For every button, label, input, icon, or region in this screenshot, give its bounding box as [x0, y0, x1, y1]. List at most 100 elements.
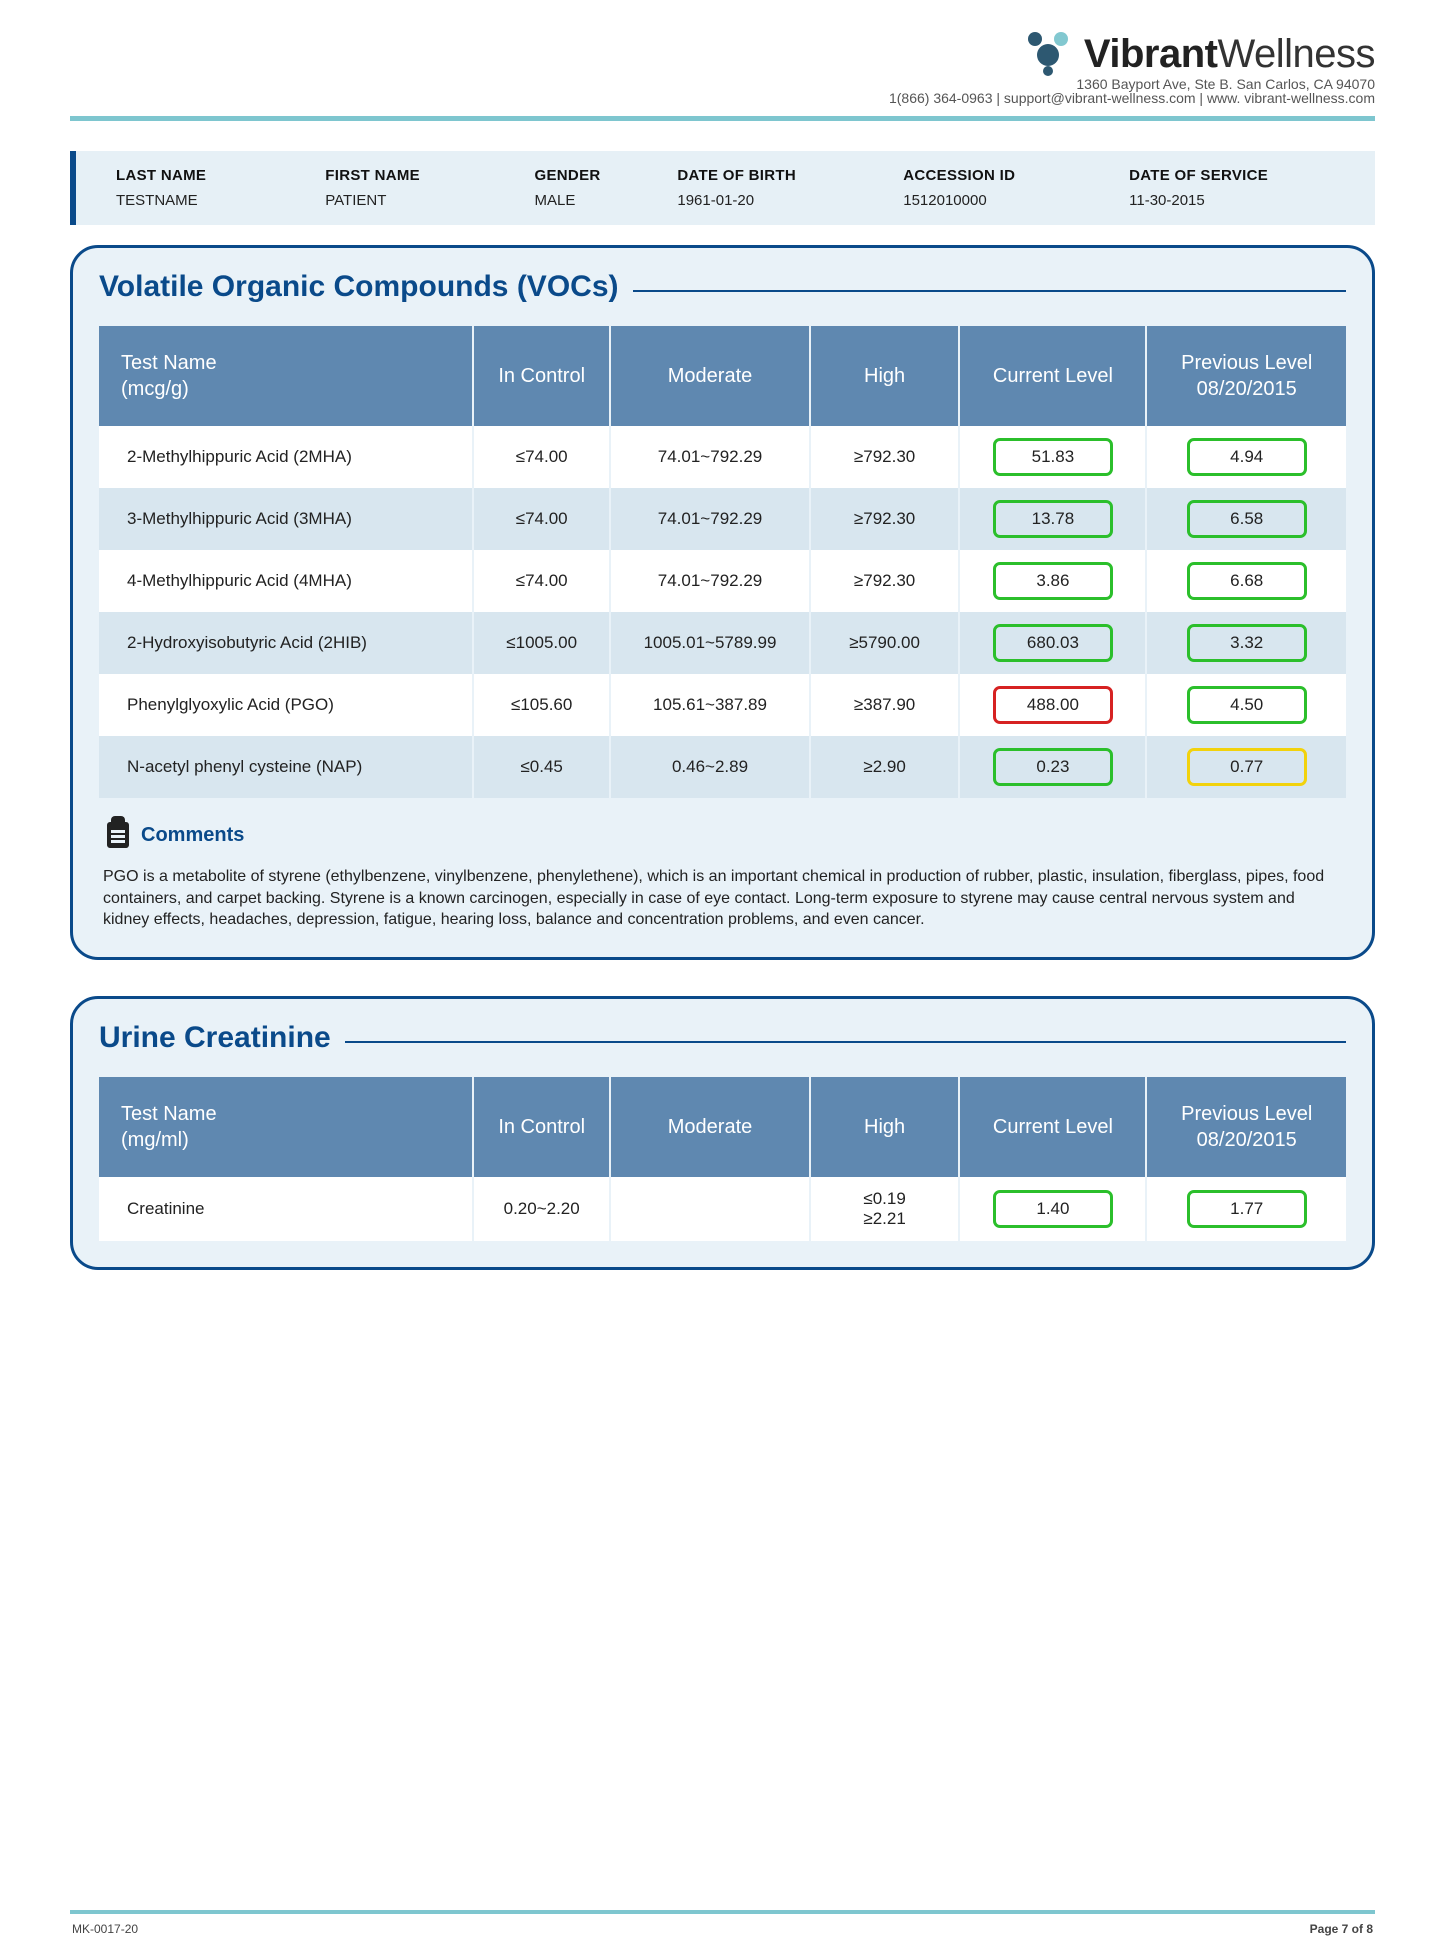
cell-test-name: 2-Methylhippuric Acid (2MHA) — [99, 426, 473, 488]
cell-high: ≥792.30 — [810, 426, 960, 488]
cell-previous: 0.77 — [1146, 736, 1346, 798]
cell-test-name: 4-Methylhippuric Acid (4MHA) — [99, 550, 473, 612]
cell-current: 680.03 — [959, 612, 1146, 674]
report-header: VibrantWellness 1360 Bayport Ave, Ste B.… — [70, 30, 1375, 112]
logo-icon — [1022, 30, 1074, 78]
brand-name: VibrantWellness — [1084, 32, 1375, 77]
value-accession: 1512010000 — [903, 192, 1119, 209]
cell-previous: 6.58 — [1146, 488, 1346, 550]
cell-in-control: 0.20~2.20 — [473, 1177, 610, 1241]
table-row: Phenylglyoxylic Acid (PGO)≤105.60105.61~… — [99, 674, 1346, 736]
label-dos: DATE OF SERVICE — [1129, 167, 1345, 184]
cell-moderate: 105.61~387.89 — [610, 674, 810, 736]
cell-high: ≥5790.00 — [810, 612, 960, 674]
current-level-box: 488.00 — [993, 686, 1113, 724]
comments-text: PGO is a metabolite of styrene (ethylben… — [99, 866, 1346, 931]
th-moderate: Moderate — [610, 326, 810, 426]
comments-header: Comments — [107, 822, 1346, 848]
previous-level-box: 1.77 — [1187, 1190, 1307, 1228]
cell-moderate: 74.01~792.29 — [610, 550, 810, 612]
current-level-box: 0.23 — [993, 748, 1113, 786]
cell-moderate — [610, 1177, 810, 1241]
label-last-name: LAST NAME — [116, 167, 315, 184]
th-moderate: Moderate — [610, 1077, 810, 1177]
th-in-control: In Control — [473, 326, 610, 426]
label-gender: GENDER — [535, 167, 668, 184]
cell-high: ≥2.90 — [810, 736, 960, 798]
table-row: 2-Hydroxyisobutyric Acid (2HIB)≤1005.001… — [99, 612, 1346, 674]
cell-in-control: ≤74.00 — [473, 550, 610, 612]
cell-test-name: Creatinine — [99, 1177, 473, 1241]
cell-high: ≥792.30 — [810, 488, 960, 550]
cell-in-control: ≤74.00 — [473, 488, 610, 550]
table-row: 3-Methylhippuric Acid (3MHA)≤74.0074.01~… — [99, 488, 1346, 550]
cell-previous: 4.50 — [1146, 674, 1346, 736]
cell-high: ≥792.30 — [810, 550, 960, 612]
table-row: 4-Methylhippuric Acid (4MHA)≤74.0074.01~… — [99, 550, 1346, 612]
value-gender: MALE — [535, 192, 668, 209]
creatinine-panel-title: Urine Creatinine — [99, 1021, 331, 1055]
value-first-name: PATIENT — [325, 192, 524, 209]
voc-panel-title: Volatile Organic Compounds (VOCs) — [99, 270, 619, 304]
previous-level-box: 4.50 — [1187, 686, 1307, 724]
cell-test-name: N-acetyl phenyl cysteine (NAP) — [99, 736, 473, 798]
cell-current: 51.83 — [959, 426, 1146, 488]
th-current: Current Level — [959, 326, 1146, 426]
label-first-name: FIRST NAME — [325, 167, 524, 184]
patient-info-bar: LAST NAME TESTNAME FIRST NAME PATIENT GEND… — [70, 151, 1375, 225]
th-high: High — [810, 326, 960, 426]
table-row: N-acetyl phenyl cysteine (NAP)≤0.450.46~… — [99, 736, 1346, 798]
header-rule — [70, 116, 1375, 121]
value-dob: 1961-01-20 — [677, 192, 893, 209]
cell-previous: 1.77 — [1146, 1177, 1346, 1241]
th-test-name: Test Name (mg/ml) — [99, 1077, 473, 1177]
creatinine-panel: Urine Creatinine Test Name (mg/ml) In Co… — [70, 996, 1375, 1270]
current-level-box: 51.83 — [993, 438, 1113, 476]
title-rule — [633, 290, 1347, 292]
cell-test-name: Phenylglyoxylic Acid (PGO) — [99, 674, 473, 736]
creatinine-table: Test Name (mg/ml) In Control Moderate Hi… — [99, 1077, 1346, 1241]
brand-block: VibrantWellness 1360 Bayport Ave, Ste B.… — [889, 30, 1375, 106]
cell-current: 488.00 — [959, 674, 1146, 736]
comments-label: Comments — [141, 824, 244, 847]
footer: MK-0017-20 Page 7 of 8 — [70, 1914, 1375, 1936]
cell-high: ≤0.19 ≥2.21 — [810, 1177, 960, 1241]
label-dob: DATE OF BIRTH — [677, 167, 893, 184]
th-previous: Previous Level 08/20/2015 — [1146, 326, 1346, 426]
cell-test-name: 3-Methylhippuric Acid (3MHA) — [99, 488, 473, 550]
footer-page: Page 7 of 8 — [1310, 1922, 1373, 1936]
th-in-control: In Control — [473, 1077, 610, 1177]
label-accession: ACCESSION ID — [903, 167, 1119, 184]
cell-previous: 6.68 — [1146, 550, 1346, 612]
current-level-box: 3.86 — [993, 562, 1113, 600]
value-last-name: TESTNAME — [116, 192, 315, 209]
cell-in-control: ≤1005.00 — [473, 612, 610, 674]
cell-current: 1.40 — [959, 1177, 1146, 1241]
cell-moderate: 0.46~2.89 — [610, 736, 810, 798]
th-previous: Previous Level 08/20/2015 — [1146, 1077, 1346, 1177]
creatinine-tbody: Creatinine0.20~2.20 ≤0.19 ≥2.211.40 1.77 — [99, 1177, 1346, 1241]
cell-in-control: ≤74.00 — [473, 426, 610, 488]
cell-moderate: 1005.01~5789.99 — [610, 612, 810, 674]
cell-current: 3.86 — [959, 550, 1146, 612]
table-row: Creatinine0.20~2.20 ≤0.19 ≥2.211.40 1.77 — [99, 1177, 1346, 1241]
footer-code: MK-0017-20 — [72, 1922, 138, 1936]
cell-moderate: 74.01~792.29 — [610, 488, 810, 550]
voc-table: Test Name (mcg/g) In Control Moderate Hi… — [99, 326, 1346, 798]
th-high: High — [810, 1077, 960, 1177]
cell-moderate: 74.01~792.29 — [610, 426, 810, 488]
current-level-box: 680.03 — [993, 624, 1113, 662]
cell-current: 13.78 — [959, 488, 1146, 550]
cell-current: 0.23 — [959, 736, 1146, 798]
table-row: 2-Methylhippuric Acid (2MHA)≤74.0074.01~… — [99, 426, 1346, 488]
previous-level-box: 3.32 — [1187, 624, 1307, 662]
cell-in-control: ≤0.45 — [473, 736, 610, 798]
voc-panel: Volatile Organic Compounds (VOCs) Test N… — [70, 245, 1375, 960]
cell-previous: 3.32 — [1146, 612, 1346, 674]
th-current: Current Level — [959, 1077, 1146, 1177]
th-test-name: Test Name (mcg/g) — [99, 326, 473, 426]
previous-level-box: 4.94 — [1187, 438, 1307, 476]
cell-in-control: ≤105.60 — [473, 674, 610, 736]
current-level-box: 13.78 — [993, 500, 1113, 538]
title-rule — [345, 1041, 1346, 1043]
